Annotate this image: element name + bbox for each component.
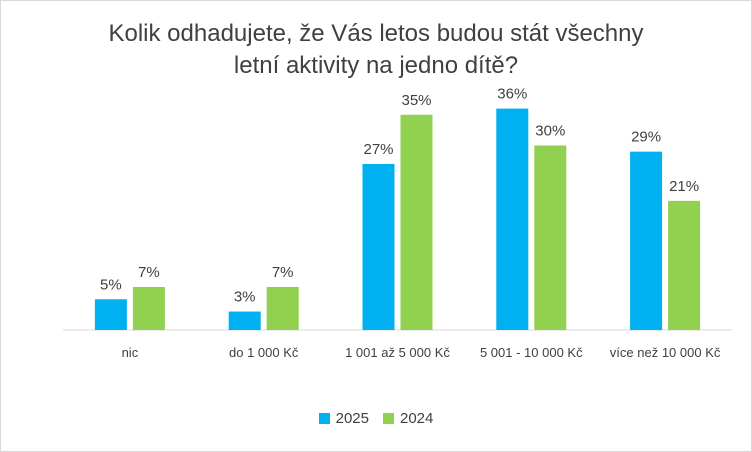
legend-label-2025: 2025: [335, 410, 369, 427]
data-label-2025-1: 3%: [234, 289, 256, 306]
data-label-2024-0: 7%: [138, 264, 160, 281]
bar-2024-3: [534, 145, 567, 330]
legend-item-2024: 2024: [383, 410, 433, 427]
bar-2025-4: [630, 151, 663, 330]
data-label-2025-0: 5%: [100, 276, 122, 293]
x-tick-label-2: 1 001 až 5 000 Kč: [345, 345, 450, 360]
bar-2024-1: [266, 286, 299, 330]
data-label-2025-4: 29%: [631, 129, 661, 146]
data-label-2025-2: 27%: [363, 141, 393, 158]
bar-2025-1: [228, 311, 261, 330]
bar-2024-2: [400, 114, 433, 330]
data-label-2024-2: 35%: [401, 92, 431, 109]
data-label-2024-3: 30%: [535, 123, 565, 140]
bar-2025-2: [362, 163, 395, 330]
x-tick-label-0: nic: [122, 345, 139, 360]
chart-title-line-1: Kolik odhadujete, že Vás letos budou stá…: [108, 20, 644, 47]
bar-2024-0: [132, 286, 165, 330]
legend: 2025 2024: [0, 410, 752, 427]
x-tick-label-4: více než 10 000 Kč: [610, 345, 721, 360]
x-tick-label-1: do 1 000 Kč: [229, 345, 299, 360]
chart-title-line-2: letní aktivity na jedno dítě?: [233, 52, 519, 79]
x-tick-label-3: 5 001 - 10 000 Kč: [480, 345, 583, 360]
legend-swatch-2024: [383, 413, 394, 424]
legend-label-2024: 2024: [400, 410, 434, 427]
data-label-2024-1: 7%: [272, 264, 294, 281]
bar-2024-4: [668, 200, 701, 330]
data-label-2024-4: 21%: [669, 178, 699, 195]
data-label-2025-3: 36%: [497, 86, 527, 103]
bar-2025-0: [94, 299, 127, 330]
legend-item-2025: 2025: [318, 410, 369, 427]
bar-2025-3: [496, 108, 529, 330]
legend-swatch-2025: [318, 413, 330, 424]
chart-title: Kolik odhadujete, že Vás letos budou stá…: [0, 18, 752, 82]
